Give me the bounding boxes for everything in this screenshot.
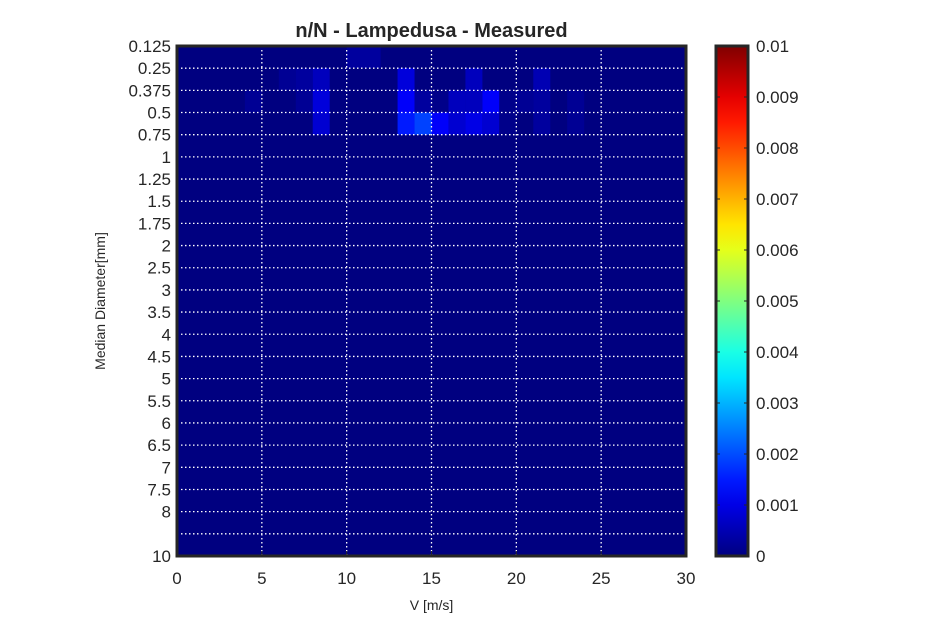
x-tick-label: 0	[172, 569, 181, 588]
colorbar-tick-label: 0.001	[756, 496, 799, 515]
chart-title: n/N - Lampedusa - Measured	[295, 20, 567, 42]
x-axis-ticks: 0 5 10 15 20 25 30	[172, 551, 695, 588]
heatmap-cell	[567, 90, 585, 113]
heatmap-cell	[244, 90, 262, 113]
y-tick-label: 0.75	[138, 126, 171, 145]
heatmap-cell	[312, 90, 330, 113]
y-axis-ticks: 0.125 0.25 0.375 0.5 0.75 1 1.25 1.5 1.75 2 2.5 3 3.…	[128, 37, 171, 566]
heatmap-cell	[499, 90, 517, 113]
heatmap-cell	[482, 112, 500, 135]
heatmap-cell	[482, 90, 500, 113]
y-tick-label: 5.5	[147, 392, 171, 411]
x-axis-label: V [m/s]	[410, 597, 454, 613]
y-tick-label: 0.375	[128, 81, 171, 100]
y-tick-label: 0.5	[147, 104, 171, 123]
x-tick-label: 20	[507, 569, 526, 588]
heatmap-cell	[346, 46, 381, 69]
colorbar	[716, 46, 748, 556]
heatmap-cell	[448, 112, 466, 135]
colorbar-ticks: 0 0.001 0.002 0.003 0.004 0.005 0.006 0.007 0.00…	[716, 37, 799, 566]
y-axis-label: Median Diameter[mm]	[92, 232, 108, 370]
heatmap-cell	[465, 68, 483, 91]
x-tick-label: 10	[337, 569, 356, 588]
heatmap-cell	[465, 90, 483, 113]
heatmap-cell	[295, 68, 313, 91]
x-tick-label: 25	[592, 569, 611, 588]
heatmap-cell	[499, 112, 517, 135]
heatmap-cell	[295, 90, 313, 113]
heatmap-cell	[448, 90, 466, 113]
heatmap-cell	[414, 112, 432, 135]
heatmap-cell	[312, 112, 330, 135]
y-tick-label: 3.5	[147, 303, 171, 322]
y-tick-label: 1	[162, 148, 171, 167]
colorbar-tick-label: 0.008	[756, 139, 799, 158]
y-tick-label: 1.5	[147, 192, 171, 211]
y-tick-label: 10	[152, 547, 171, 566]
colorbar-tick-label: 0.01	[756, 37, 789, 56]
colorbar-tick-label: 0.003	[756, 394, 799, 413]
grid-lines	[177, 46, 686, 556]
heatmap-cell	[533, 90, 551, 113]
y-tick-label: 2	[162, 237, 171, 256]
heatmap-cell	[431, 90, 449, 113]
colorbar-tick-label: 0.007	[756, 190, 799, 209]
heatmap-cell	[567, 112, 585, 135]
colorbar-tick-label: 0	[756, 547, 765, 566]
x-tick-label: 30	[677, 569, 696, 588]
y-tick-label: 5	[162, 370, 171, 389]
heatmap-cell	[397, 68, 415, 91]
y-tick-label: 7	[162, 458, 171, 477]
heatmap-cell	[533, 112, 551, 135]
heatmap-cell	[431, 112, 449, 135]
colorbar-tick-label: 0.009	[756, 88, 799, 107]
y-tick-label: 0.125	[128, 37, 171, 56]
heatmap-cells	[244, 46, 585, 135]
y-tick-label: 1.25	[138, 170, 171, 189]
colorbar-tick-label: 0.002	[756, 445, 799, 464]
colorbar-tick-label: 0.005	[756, 292, 799, 311]
y-tick-label: 4.5	[147, 347, 171, 366]
heatmap-cell	[533, 68, 551, 91]
heatmap-cell	[414, 90, 432, 113]
heatmap-cell	[397, 90, 415, 113]
colorbar-tick-label: 0.006	[756, 241, 799, 260]
colorbar-tick-label: 0.004	[756, 343, 799, 362]
heatmap-cell	[278, 68, 296, 91]
x-tick-label: 5	[257, 569, 266, 588]
heatmap-cell	[312, 68, 330, 91]
heatmap-cell	[397, 112, 415, 135]
y-tick-label: 4	[162, 325, 171, 344]
y-tick-label: 6	[162, 414, 171, 433]
y-tick-label: 2.5	[147, 259, 171, 278]
y-tick-label: 3	[162, 281, 171, 300]
heatmap-cell	[516, 90, 534, 113]
x-tick-label: 15	[422, 569, 441, 588]
y-tick-label: 0.25	[138, 59, 171, 78]
y-tick-label: 7.5	[147, 480, 171, 499]
heatmap-cell	[465, 112, 483, 135]
y-tick-label: 6.5	[147, 436, 171, 455]
y-tick-label: 8	[162, 503, 171, 522]
y-tick-label: 1.75	[138, 214, 171, 233]
